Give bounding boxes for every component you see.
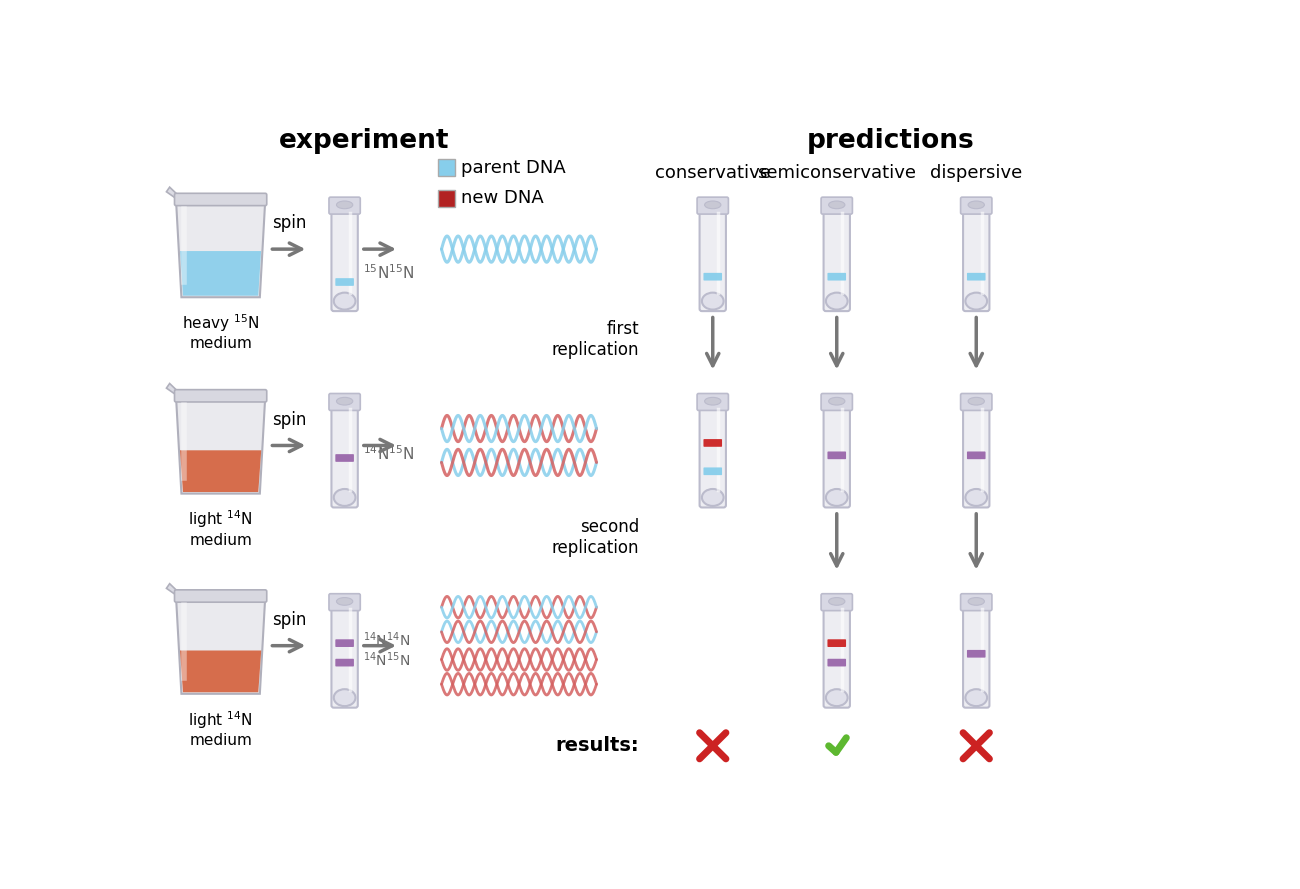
FancyBboxPatch shape: [963, 399, 989, 508]
Polygon shape: [176, 597, 265, 693]
FancyBboxPatch shape: [963, 599, 989, 708]
Ellipse shape: [826, 489, 848, 506]
FancyBboxPatch shape: [824, 203, 850, 311]
Text: semiconservative: semiconservative: [757, 164, 916, 182]
Ellipse shape: [968, 397, 984, 405]
Text: second
replication: second replication: [551, 518, 640, 557]
FancyBboxPatch shape: [828, 452, 846, 460]
Ellipse shape: [337, 397, 352, 405]
Ellipse shape: [826, 292, 848, 309]
Ellipse shape: [705, 397, 722, 405]
Ellipse shape: [828, 597, 845, 605]
Ellipse shape: [334, 489, 355, 506]
Ellipse shape: [968, 201, 984, 209]
Bar: [438, 190, 455, 207]
Ellipse shape: [334, 292, 355, 309]
FancyBboxPatch shape: [961, 197, 992, 214]
FancyBboxPatch shape: [335, 454, 354, 462]
FancyBboxPatch shape: [967, 273, 985, 281]
Polygon shape: [179, 451, 261, 493]
FancyBboxPatch shape: [699, 399, 725, 508]
Text: spin: spin: [272, 214, 306, 232]
Polygon shape: [166, 188, 185, 204]
Text: conservative: conservative: [655, 164, 771, 182]
FancyBboxPatch shape: [961, 594, 992, 611]
Bar: [438, 159, 455, 176]
FancyBboxPatch shape: [174, 389, 266, 402]
Ellipse shape: [828, 397, 845, 405]
FancyBboxPatch shape: [329, 394, 360, 411]
Ellipse shape: [966, 489, 987, 506]
FancyBboxPatch shape: [828, 659, 846, 667]
FancyBboxPatch shape: [332, 203, 358, 311]
FancyBboxPatch shape: [703, 439, 722, 447]
FancyBboxPatch shape: [963, 203, 989, 311]
FancyBboxPatch shape: [822, 197, 853, 214]
FancyBboxPatch shape: [697, 197, 728, 214]
Polygon shape: [176, 201, 265, 297]
Text: light $^{14}$N
medium: light $^{14}$N medium: [188, 509, 254, 548]
Ellipse shape: [337, 597, 352, 605]
Ellipse shape: [966, 292, 987, 309]
FancyBboxPatch shape: [828, 639, 846, 647]
Text: $^{14}$N$^{14}$N: $^{14}$N$^{14}$N: [363, 630, 411, 649]
FancyBboxPatch shape: [174, 193, 266, 205]
Text: $^{15}$N$^{15}$N: $^{15}$N$^{15}$N: [363, 263, 415, 282]
Text: new DNA: new DNA: [462, 189, 543, 207]
FancyBboxPatch shape: [967, 650, 985, 658]
FancyBboxPatch shape: [332, 599, 358, 708]
FancyBboxPatch shape: [703, 468, 722, 475]
FancyBboxPatch shape: [822, 394, 853, 411]
FancyBboxPatch shape: [335, 278, 354, 286]
Text: first
replication: first replication: [551, 320, 640, 359]
FancyBboxPatch shape: [335, 639, 354, 647]
FancyBboxPatch shape: [332, 399, 358, 508]
FancyBboxPatch shape: [699, 203, 725, 311]
FancyBboxPatch shape: [335, 659, 354, 667]
Ellipse shape: [826, 689, 848, 706]
FancyBboxPatch shape: [697, 394, 728, 411]
Polygon shape: [179, 651, 261, 693]
Ellipse shape: [334, 689, 355, 706]
Text: dispersive: dispersive: [930, 164, 1022, 182]
FancyBboxPatch shape: [824, 399, 850, 508]
Polygon shape: [181, 251, 261, 296]
Ellipse shape: [968, 597, 984, 605]
Text: parent DNA: parent DNA: [462, 158, 566, 177]
FancyBboxPatch shape: [822, 594, 853, 611]
FancyBboxPatch shape: [828, 273, 846, 281]
FancyBboxPatch shape: [329, 197, 360, 214]
Polygon shape: [166, 383, 185, 400]
Text: $^{14}$N$^{15}$N: $^{14}$N$^{15}$N: [363, 444, 415, 462]
Ellipse shape: [702, 292, 724, 309]
Text: predictions: predictions: [807, 128, 975, 154]
FancyBboxPatch shape: [961, 394, 992, 411]
Text: results:: results:: [555, 736, 640, 756]
Polygon shape: [166, 584, 185, 601]
Text: heavy $^{15}$N
medium: heavy $^{15}$N medium: [182, 312, 259, 351]
Text: experiment: experiment: [278, 128, 450, 154]
Ellipse shape: [702, 489, 724, 506]
Ellipse shape: [705, 201, 722, 209]
Ellipse shape: [828, 201, 845, 209]
Text: spin: spin: [272, 411, 306, 428]
Text: $^{14}$N$^{15}$N: $^{14}$N$^{15}$N: [363, 650, 411, 669]
Text: light $^{14}$N
medium: light $^{14}$N medium: [188, 709, 254, 748]
FancyBboxPatch shape: [703, 273, 722, 281]
Text: spin: spin: [272, 611, 306, 629]
Ellipse shape: [337, 201, 352, 209]
FancyBboxPatch shape: [329, 594, 360, 611]
Ellipse shape: [966, 689, 987, 706]
Polygon shape: [176, 397, 265, 493]
FancyBboxPatch shape: [824, 599, 850, 708]
FancyBboxPatch shape: [967, 452, 985, 460]
FancyBboxPatch shape: [174, 590, 266, 602]
